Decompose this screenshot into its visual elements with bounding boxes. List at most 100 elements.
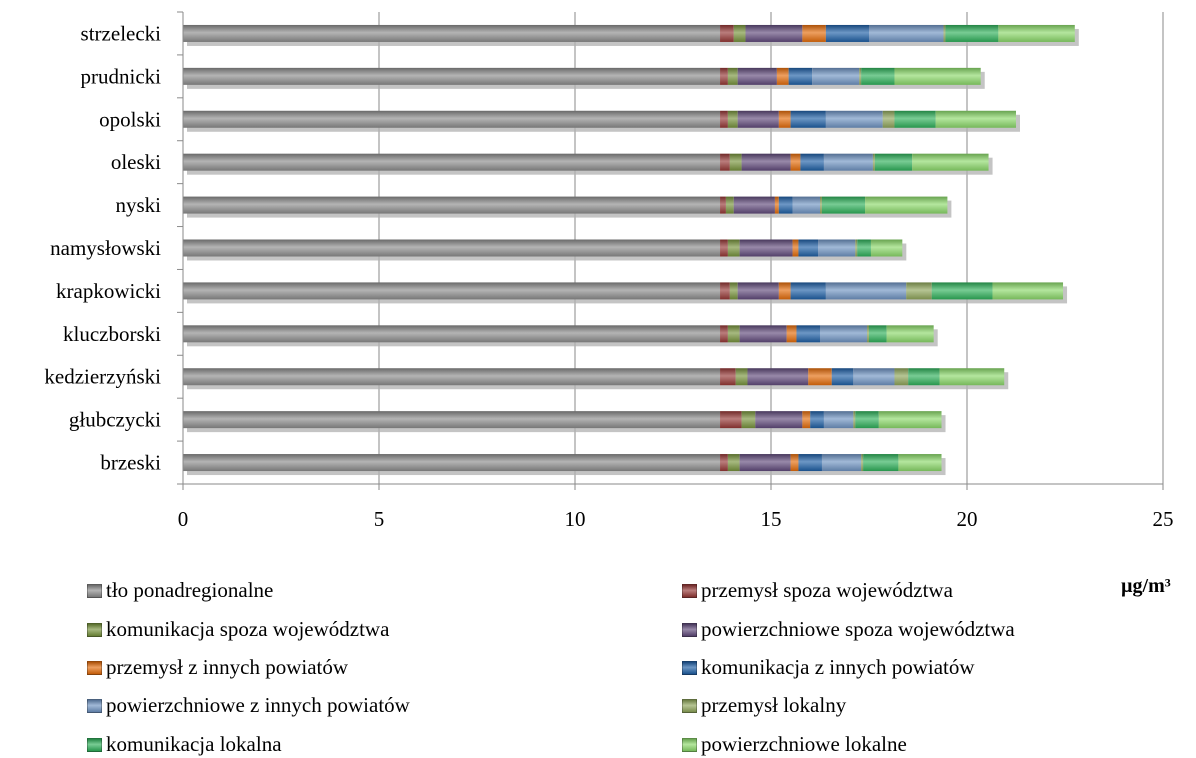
legend-label: przemysł spoza województwa	[701, 578, 953, 602]
bar-segment	[720, 67, 728, 85]
x-tick-label: 15	[761, 507, 782, 531]
bar-segment	[898, 454, 942, 472]
bar-segment	[778, 110, 791, 128]
bar-segment	[861, 454, 864, 472]
category-label: kedzierzyński	[44, 365, 161, 389]
bar-segment	[183, 153, 721, 171]
bar-segment	[825, 282, 907, 300]
bar-segment	[183, 454, 721, 472]
bar-segment	[720, 411, 742, 429]
legend-swatch	[682, 698, 697, 713]
bar-segment	[865, 196, 948, 214]
bar-segment	[935, 110, 1016, 128]
legend-label: komunikacja spoza województwa	[106, 617, 390, 641]
bar-segment	[183, 368, 721, 386]
bar-segment	[886, 325, 934, 343]
bar-segment	[183, 67, 721, 85]
legend-swatch	[682, 583, 697, 598]
bar-segment	[906, 282, 932, 300]
bar-segment	[867, 325, 869, 343]
bar-segment	[739, 454, 791, 472]
x-tick-label: 20	[957, 507, 978, 531]
axis-labels: 0 5 10 15 20 25 strzelecki prudnicki opolski oles…	[44, 21, 1173, 531]
bar-segment	[992, 282, 1064, 300]
bar-segment	[853, 411, 856, 429]
bar-segment	[739, 325, 787, 343]
bar-segment	[183, 196, 721, 214]
bar-segment	[737, 282, 779, 300]
legend: tło ponadregionalne przemysł spoza wojewó…	[0, 566, 1196, 758]
bar-segment	[894, 368, 909, 386]
bar-segment	[792, 239, 799, 257]
bar-segment	[908, 368, 940, 386]
bar-segment	[720, 368, 736, 386]
bar-segment	[720, 110, 728, 128]
bar-segment	[820, 196, 822, 214]
legend-item: przemysł lokalny	[682, 693, 846, 718]
bar-segment	[894, 110, 936, 128]
bar-segment	[825, 110, 883, 128]
category-label: strzelecki	[81, 21, 162, 45]
bar-segment	[945, 24, 999, 42]
bar-segment	[878, 411, 942, 429]
legend-item: powierzchniowe spoza województwa	[682, 617, 1015, 642]
bar-segment	[727, 454, 740, 472]
bar-segment	[733, 24, 746, 42]
bar-segment	[733, 196, 775, 214]
legend-label: komunikacja lokalna	[106, 732, 282, 756]
bar-segment	[745, 24, 803, 42]
category-label: prudnicki	[81, 64, 162, 88]
bar-segment	[727, 67, 738, 85]
legend-swatch	[87, 660, 102, 675]
legend-swatch	[87, 622, 102, 637]
category-label: kluczborski	[63, 322, 161, 346]
bar-segment	[820, 325, 868, 343]
bar-segment	[931, 282, 993, 300]
bar-segment	[912, 153, 989, 171]
bar-segment	[859, 67, 862, 85]
bar-segment	[720, 196, 726, 214]
category-label: opolski	[99, 107, 161, 131]
legend-swatch	[87, 583, 102, 598]
bar-segment	[823, 153, 873, 171]
bar-segment	[998, 24, 1075, 42]
bar-segment	[790, 153, 801, 171]
legend-swatch	[682, 737, 697, 752]
legend-swatch	[682, 622, 697, 637]
legend-label: powierzchniowe spoza województwa	[701, 617, 1015, 641]
bar-segment	[786, 325, 797, 343]
bar-segment	[720, 325, 728, 343]
bar-segment	[802, 411, 811, 429]
bar-segment	[821, 196, 866, 214]
bar-segment	[720, 24, 734, 42]
bar-segment	[774, 196, 779, 214]
bar-segment	[870, 239, 903, 257]
bar-segment	[183, 282, 721, 300]
legend-label: tło ponadregionalne	[106, 578, 274, 602]
bar-segment	[183, 110, 721, 128]
bar-segment	[855, 239, 858, 257]
legend-label: powierzchniowe z innych powiatów	[106, 693, 410, 717]
bar-segment	[853, 368, 895, 386]
legend-label: komunikacja z innych powiatów	[701, 655, 975, 679]
bar-segment	[735, 368, 748, 386]
bar-segment	[790, 282, 826, 300]
category-label: namysłowski	[50, 236, 161, 260]
legend-swatch	[87, 698, 102, 713]
bar-segment	[788, 67, 813, 85]
bar-segment	[821, 454, 862, 472]
bar-segment	[800, 153, 824, 171]
bar-segment	[818, 239, 856, 257]
chart-plot: 0 5 10 15 20 25 strzelecki prudnicki opolski oles…	[44, 11, 1174, 531]
bar-segment	[747, 368, 809, 386]
bar-segment	[727, 325, 740, 343]
legend-swatch	[682, 660, 697, 675]
x-tick-label: 5	[374, 507, 385, 531]
bar-segment	[825, 24, 869, 42]
legend-item: komunikacja spoza województwa	[87, 617, 389, 642]
bar-segment	[823, 411, 854, 429]
bar-segment	[739, 239, 793, 257]
bar-segment	[939, 368, 1005, 386]
legend-item: komunikacja lokalna	[87, 732, 282, 757]
bar-segment	[183, 239, 721, 257]
